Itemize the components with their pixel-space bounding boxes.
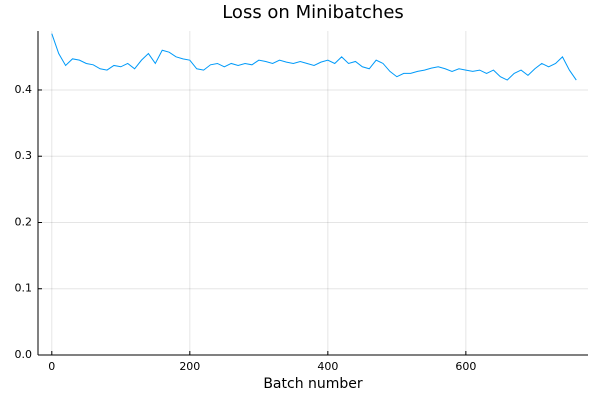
y-tick-label: 0.2	[15, 215, 33, 228]
y-tick-label: 0.3	[15, 149, 33, 162]
chart-title: Loss on Minibatches	[222, 2, 404, 23]
data-line	[51, 33, 577, 81]
y-tick-label: 0.4	[15, 83, 33, 96]
y-tick-label: 0.1	[15, 282, 33, 295]
x-tick-label: 200	[179, 360, 200, 373]
y-tick-label: 0.0	[15, 348, 33, 361]
x-axis-label: Batch number	[263, 376, 363, 392]
x-tick-label: 600	[455, 360, 476, 373]
x-tick-label: 0	[48, 360, 55, 373]
x-tick-label: 400	[317, 360, 338, 373]
